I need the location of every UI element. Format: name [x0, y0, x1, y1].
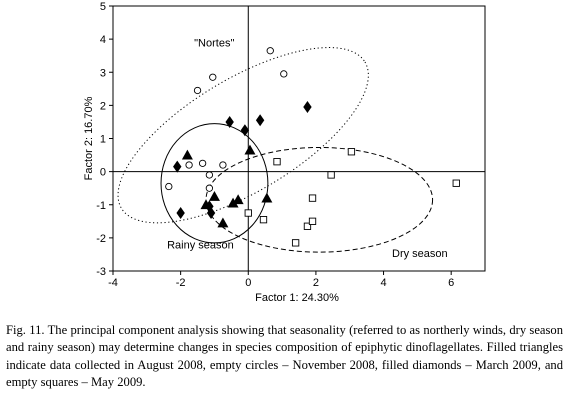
rainy-season-ellipse	[160, 123, 269, 244]
y-tick-label: -3	[96, 266, 106, 278]
y-tick-label: -1	[96, 200, 106, 212]
square-point	[347, 148, 356, 156]
y-tick-label: 0	[100, 167, 106, 179]
pca-figure: -4 -2 0 2 4 6 -3 -2 -1 0 1 2 3 4 5 Factor 1: 24.30% Fact…	[83, 1, 486, 304]
x-tick-label: 6	[448, 277, 454, 289]
y-tick-label: 4	[100, 34, 106, 46]
nortes-ellipse	[117, 47, 369, 224]
plot-frame	[112, 5, 486, 272]
group-annotation: "Nortes"	[194, 37, 234, 49]
circle-point	[193, 86, 202, 95]
x-tick-label: 2	[313, 277, 319, 289]
diamond-point	[176, 207, 185, 220]
triangle-point	[227, 197, 239, 208]
diamond-point	[173, 160, 182, 173]
square-point	[273, 158, 281, 166]
x-tick-label: -4	[108, 277, 118, 289]
diamond-point	[303, 101, 312, 114]
pca-scatter-chart: -4 -2 0 2 4 6 -3 -2 -1 0 1 2 3 4 5 Factor 1: 24.30% Fact…	[83, 1, 486, 304]
circle-point	[280, 70, 288, 78]
circle-point	[205, 171, 214, 179]
triangle-point	[217, 217, 229, 228]
diamond-point	[240, 124, 250, 137]
y-tick-label: 2	[100, 100, 106, 112]
diamond-point	[255, 114, 265, 127]
x-tick-label: -2	[176, 277, 186, 289]
triangle-point	[208, 190, 220, 201]
triangle-point	[181, 149, 193, 160]
square-point	[327, 171, 335, 179]
square-point	[452, 179, 460, 187]
figure-caption: Fig. 11. The principal component analysi…	[6, 323, 563, 389]
square-point	[244, 209, 252, 217]
y-tick-label: 3	[100, 67, 106, 79]
group-annotation: Rainy season	[167, 240, 234, 252]
square-point	[259, 216, 268, 224]
circle-point	[198, 159, 207, 167]
circle-point	[266, 47, 274, 55]
diamond-point	[206, 207, 216, 220]
x-tick-label: 4	[380, 277, 386, 289]
square-point	[291, 239, 300, 247]
square-point	[308, 194, 317, 202]
y-tick-label: 1	[100, 134, 106, 146]
circle-point	[185, 161, 193, 169]
y-tick-label: -2	[96, 233, 106, 245]
triangle-point	[261, 192, 273, 203]
square-point	[308, 217, 317, 225]
x-tick-label: 0	[245, 277, 251, 289]
triangle-point	[244, 144, 256, 155]
y-tick-label: 5	[100, 1, 106, 13]
circle-point	[205, 184, 214, 192]
diamond-point	[225, 115, 234, 128]
circle-point	[209, 73, 217, 81]
circle-point	[165, 182, 173, 191]
group-annotation: Dry season	[392, 248, 448, 260]
square-point	[303, 222, 312, 230]
triangle-point	[232, 194, 244, 205]
circle-point	[219, 161, 227, 169]
y-axis-label: Factor 2: 16.70%	[83, 96, 95, 180]
x-axis-label: Factor 1: 24.30%	[255, 292, 339, 304]
